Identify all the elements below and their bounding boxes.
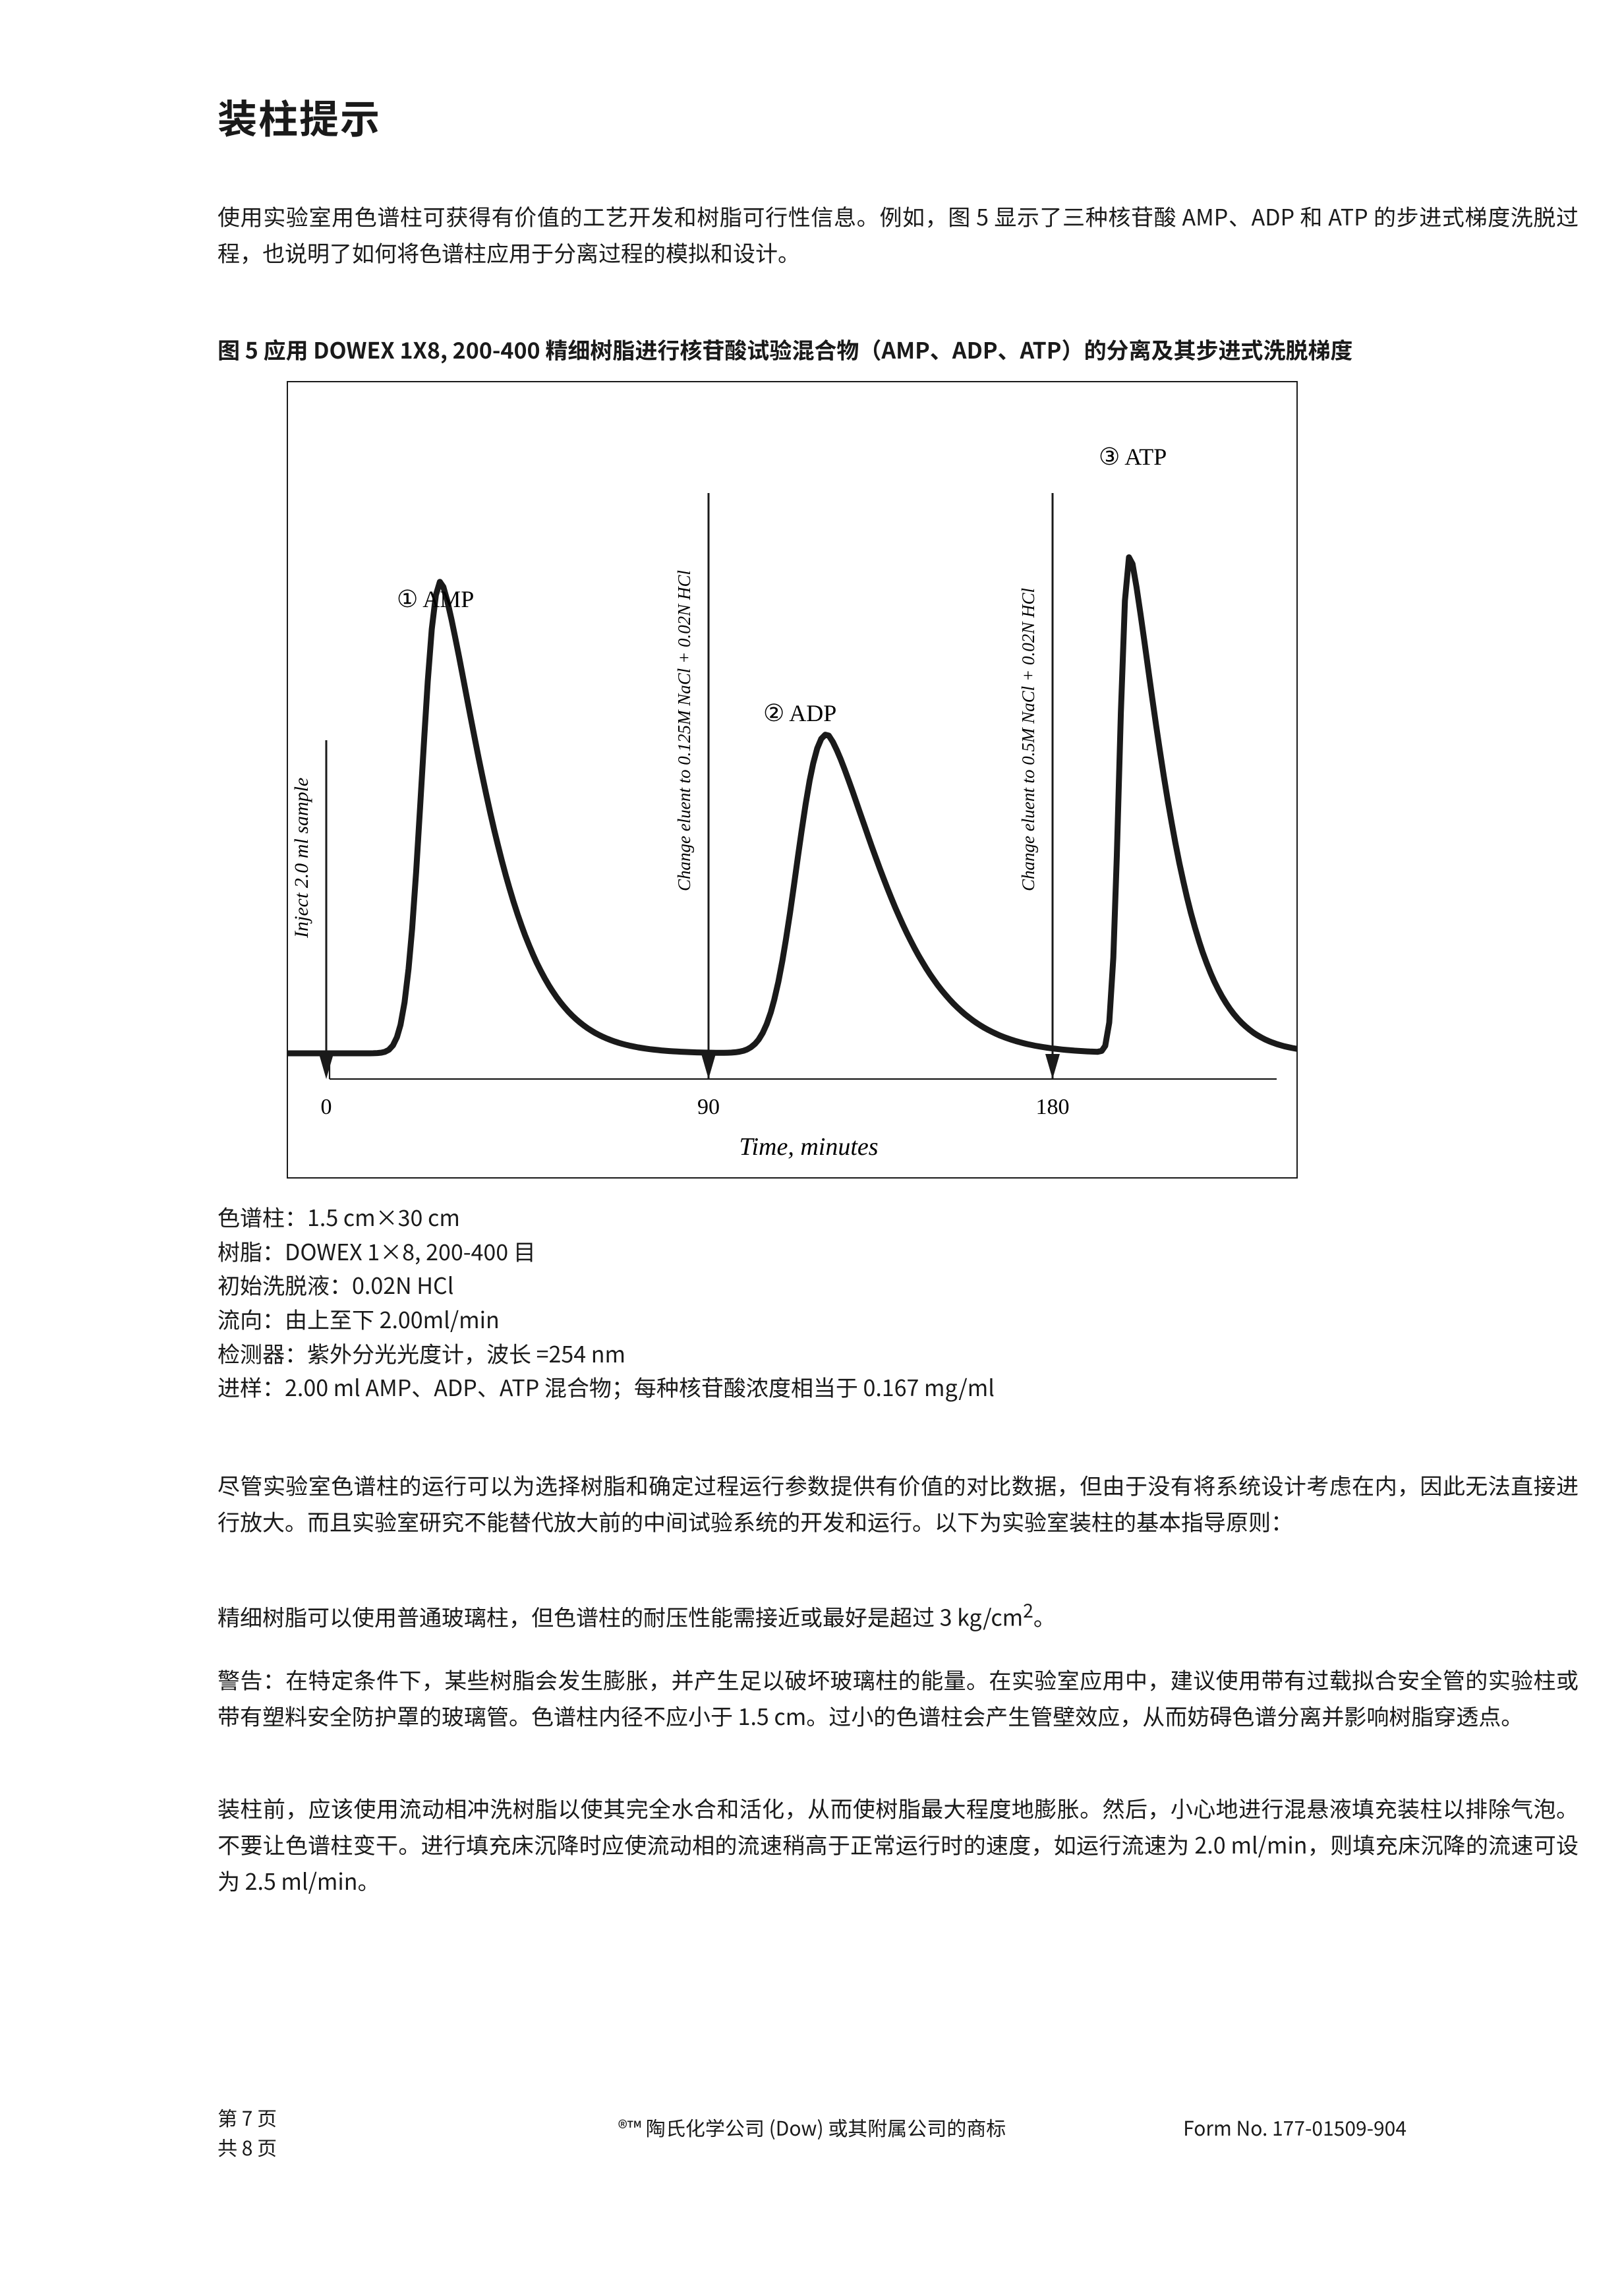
svg-text:90: 90 — [697, 1095, 720, 1119]
svg-text:③ ATP: ③ ATP — [1099, 444, 1167, 470]
svg-text:Change eluent to 0.125M NaCl +: Change eluent to 0.125M NaCl + 0.02N HCl — [674, 570, 694, 891]
svg-text:① AMP: ① AMP — [397, 586, 474, 612]
svg-text:0: 0 — [321, 1095, 332, 1119]
svg-text:Change eluent to 0.5M NaCl + 0: Change eluent to 0.5M NaCl + 0.02N HCl — [1018, 588, 1038, 891]
svg-text:Inject 2.0 ml sample: Inject 2.0 ml sample — [291, 778, 312, 939]
svg-text:Time, minutes: Time, minutes — [739, 1133, 878, 1161]
svg-text:180: 180 — [1036, 1095, 1070, 1119]
svg-text:② ADP: ② ADP — [763, 700, 836, 726]
